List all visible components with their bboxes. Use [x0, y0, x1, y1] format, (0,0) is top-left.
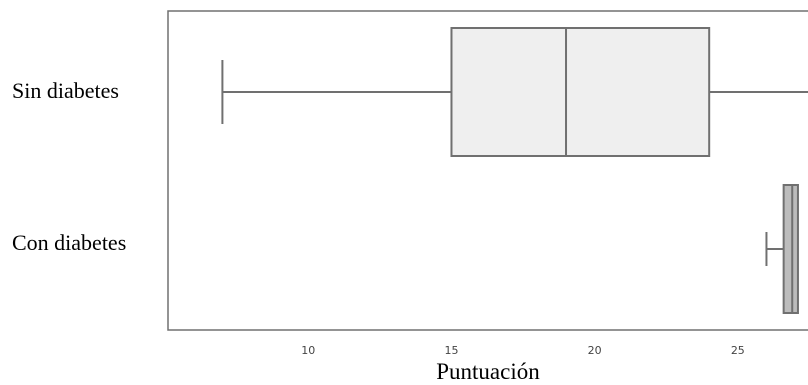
plot-frame: [167, 10, 808, 331]
category-label-sin-diabetes: Sin diabetes: [12, 78, 119, 103]
box-sin-diabetes: [450, 27, 711, 157]
x-tick-label-20: 20: [588, 344, 602, 357]
x-tick-label-25: 25: [731, 344, 745, 357]
x-axis-title: Puntuación: [436, 359, 540, 384]
category-label-con-diabetes: Con diabetes: [12, 230, 126, 255]
x-tick-label-15: 15: [444, 344, 458, 357]
boxes-group: [221, 27, 808, 314]
x-tick-label-10: 10: [301, 344, 315, 357]
box-con-diabetes: [782, 184, 799, 314]
x-tick-labels: 10 15 20 25: [301, 344, 745, 357]
